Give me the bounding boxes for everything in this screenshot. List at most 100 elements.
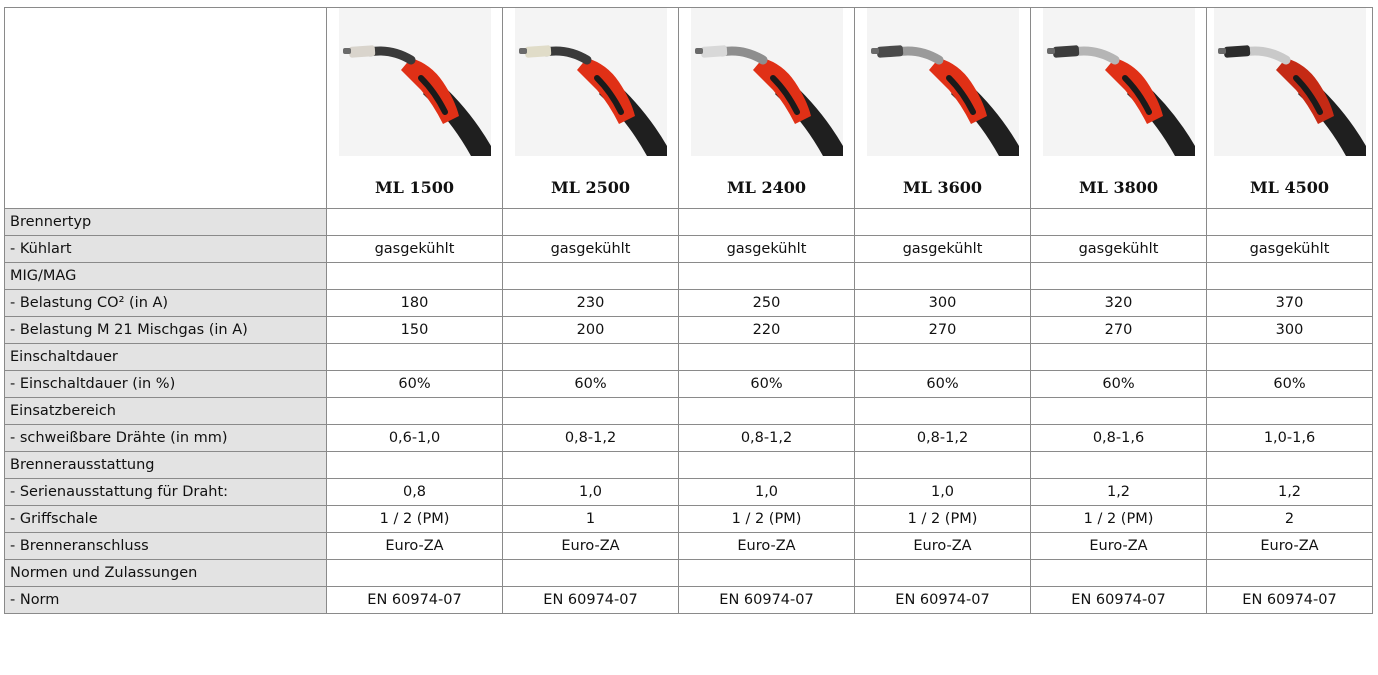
table-cell bbox=[502, 208, 679, 236]
table-cell: 1,2 bbox=[1206, 478, 1373, 506]
welding-torch-icon bbox=[866, 8, 1019, 156]
row-label: Brennertyp bbox=[4, 208, 327, 236]
table-cell: 0,8-1,2 bbox=[502, 424, 679, 452]
table-cell: 60% bbox=[854, 370, 1031, 398]
table-cell bbox=[678, 451, 855, 479]
table-cell: 1 / 2 (PM) bbox=[854, 505, 1031, 533]
product-header-cell: ML 2400 bbox=[678, 7, 855, 209]
row-label: MIG/MAG bbox=[4, 262, 327, 290]
table-cell bbox=[854, 208, 1031, 236]
table-cell: 60% bbox=[1206, 370, 1373, 398]
welding-torch-icon bbox=[690, 8, 843, 156]
table-cell: 60% bbox=[326, 370, 503, 398]
table-cell bbox=[854, 559, 1031, 587]
table-cell: gasgekühlt bbox=[326, 235, 503, 263]
product-name: ML 2500 bbox=[550, 178, 631, 197]
table-cell: Euro-ZA bbox=[854, 532, 1031, 560]
table-row: Normen und Zulassungen bbox=[4, 559, 1373, 587]
table-cell bbox=[678, 208, 855, 236]
table-cell: EN 60974-07 bbox=[326, 586, 503, 614]
header-corner-cell bbox=[4, 7, 327, 209]
table-cell bbox=[1206, 343, 1373, 371]
table-cell bbox=[326, 559, 503, 587]
product-header-cell: ML 2500 bbox=[502, 7, 679, 209]
table-row: Brennerausstattung bbox=[4, 451, 1373, 479]
welding-torch-icon bbox=[514, 8, 667, 156]
table-cell: 1,0 bbox=[502, 478, 679, 506]
row-label: Einschaltdauer bbox=[4, 343, 327, 371]
row-label: Einsatzbereich bbox=[4, 397, 327, 425]
row-label: - Einschaltdauer (in %) bbox=[4, 370, 327, 398]
table-cell: 300 bbox=[854, 289, 1031, 317]
table-cell bbox=[854, 262, 1031, 290]
row-label: - Belastung M 21 Mischgas (in A) bbox=[4, 316, 327, 344]
table-cell: Euro-ZA bbox=[1030, 532, 1207, 560]
table-cell bbox=[326, 208, 503, 236]
row-label: - Griffschale bbox=[4, 505, 327, 533]
table-cell: Euro-ZA bbox=[326, 532, 503, 560]
product-name: ML 4500 bbox=[1249, 178, 1330, 197]
table-cell: gasgekühlt bbox=[1206, 235, 1373, 263]
table-cell: gasgekühlt bbox=[854, 235, 1031, 263]
table-cell: 250 bbox=[678, 289, 855, 317]
table-row: - Griffschale 1 / 2 (PM) 1 1 / 2 (PM) 1 / 2 … bbox=[4, 505, 1373, 533]
table-cell bbox=[502, 343, 679, 371]
table-cell bbox=[1206, 208, 1373, 236]
table-cell bbox=[854, 451, 1031, 479]
table-cell bbox=[1030, 397, 1207, 425]
table-cell bbox=[1030, 343, 1207, 371]
table-cell: 60% bbox=[678, 370, 855, 398]
table-cell bbox=[1206, 397, 1373, 425]
product-name: ML 3800 bbox=[1078, 178, 1159, 197]
table-cell: 1,0 bbox=[678, 478, 855, 506]
table-cell: 1 / 2 (PM) bbox=[1030, 505, 1207, 533]
row-label: - Kühlart bbox=[4, 235, 327, 263]
table-row: - Belastung CO² (in A) 180 230 250 300 320 370 bbox=[4, 289, 1373, 317]
table-row: - Kühlart gasgekühlt gasgekühlt gasgekühlt g… bbox=[4, 235, 1373, 263]
table-cell: 0,8 bbox=[326, 478, 503, 506]
table-cell: gasgekühlt bbox=[1030, 235, 1207, 263]
table-cell: EN 60974-07 bbox=[1030, 586, 1207, 614]
table-row: - Brenneranschluss Euro-ZA Euro-ZA Euro-ZA E… bbox=[4, 532, 1373, 560]
product-header-cell: ML 3800 bbox=[1030, 7, 1207, 209]
table-cell bbox=[1030, 208, 1207, 236]
row-label: - Belastung CO² (in A) bbox=[4, 289, 327, 317]
table-cell bbox=[678, 559, 855, 587]
table-row: - Belastung M 21 Mischgas (in A) 150 200 22… bbox=[4, 316, 1373, 344]
table-cell: 1 bbox=[502, 505, 679, 533]
row-label: - Norm bbox=[4, 586, 327, 614]
table-cell: 370 bbox=[1206, 289, 1373, 317]
table-cell bbox=[1206, 559, 1373, 587]
table-cell bbox=[1030, 262, 1207, 290]
table-cell: 220 bbox=[678, 316, 855, 344]
table-cell: 0,8-1,2 bbox=[854, 424, 1031, 452]
table-cell: Euro-ZA bbox=[502, 532, 679, 560]
table-cell bbox=[678, 343, 855, 371]
table-cell bbox=[1206, 451, 1373, 479]
table-cell: 320 bbox=[1030, 289, 1207, 317]
table-cell bbox=[1206, 262, 1373, 290]
table-cell: 200 bbox=[502, 316, 679, 344]
table-row: Einsatzbereich bbox=[4, 397, 1373, 425]
row-label: Brennerausstattung bbox=[4, 451, 327, 479]
table-cell: gasgekühlt bbox=[678, 235, 855, 263]
table-cell: 300 bbox=[1206, 316, 1373, 344]
table-cell bbox=[502, 262, 679, 290]
product-name: ML 3600 bbox=[902, 178, 983, 197]
table-cell: EN 60974-07 bbox=[678, 586, 855, 614]
table-cell: Euro-ZA bbox=[1206, 532, 1373, 560]
table-cell bbox=[854, 343, 1031, 371]
table-cell: 2 bbox=[1206, 505, 1373, 533]
table-row: - Norm EN 60974-07 EN 60974-07 EN 60974-07 E… bbox=[4, 586, 1373, 614]
table-cell: EN 60974-07 bbox=[1206, 586, 1373, 614]
table-cell: 270 bbox=[1030, 316, 1207, 344]
spec-table: ML 1500 ML 2500 ML 2400 ML 3600 ML 3800 ML 45… bbox=[4, 7, 1373, 614]
header-row: ML 1500 ML 2500 ML 2400 ML 3600 ML 3800 ML 45… bbox=[4, 7, 1373, 209]
table-cell: 270 bbox=[854, 316, 1031, 344]
table-cell bbox=[1030, 451, 1207, 479]
row-label: - Brenneranschluss bbox=[4, 532, 327, 560]
product-header-cell: ML 1500 bbox=[326, 7, 503, 209]
table-cell: 230 bbox=[502, 289, 679, 317]
product-name: ML 2400 bbox=[726, 178, 807, 197]
table-row: MIG/MAG bbox=[4, 262, 1373, 290]
